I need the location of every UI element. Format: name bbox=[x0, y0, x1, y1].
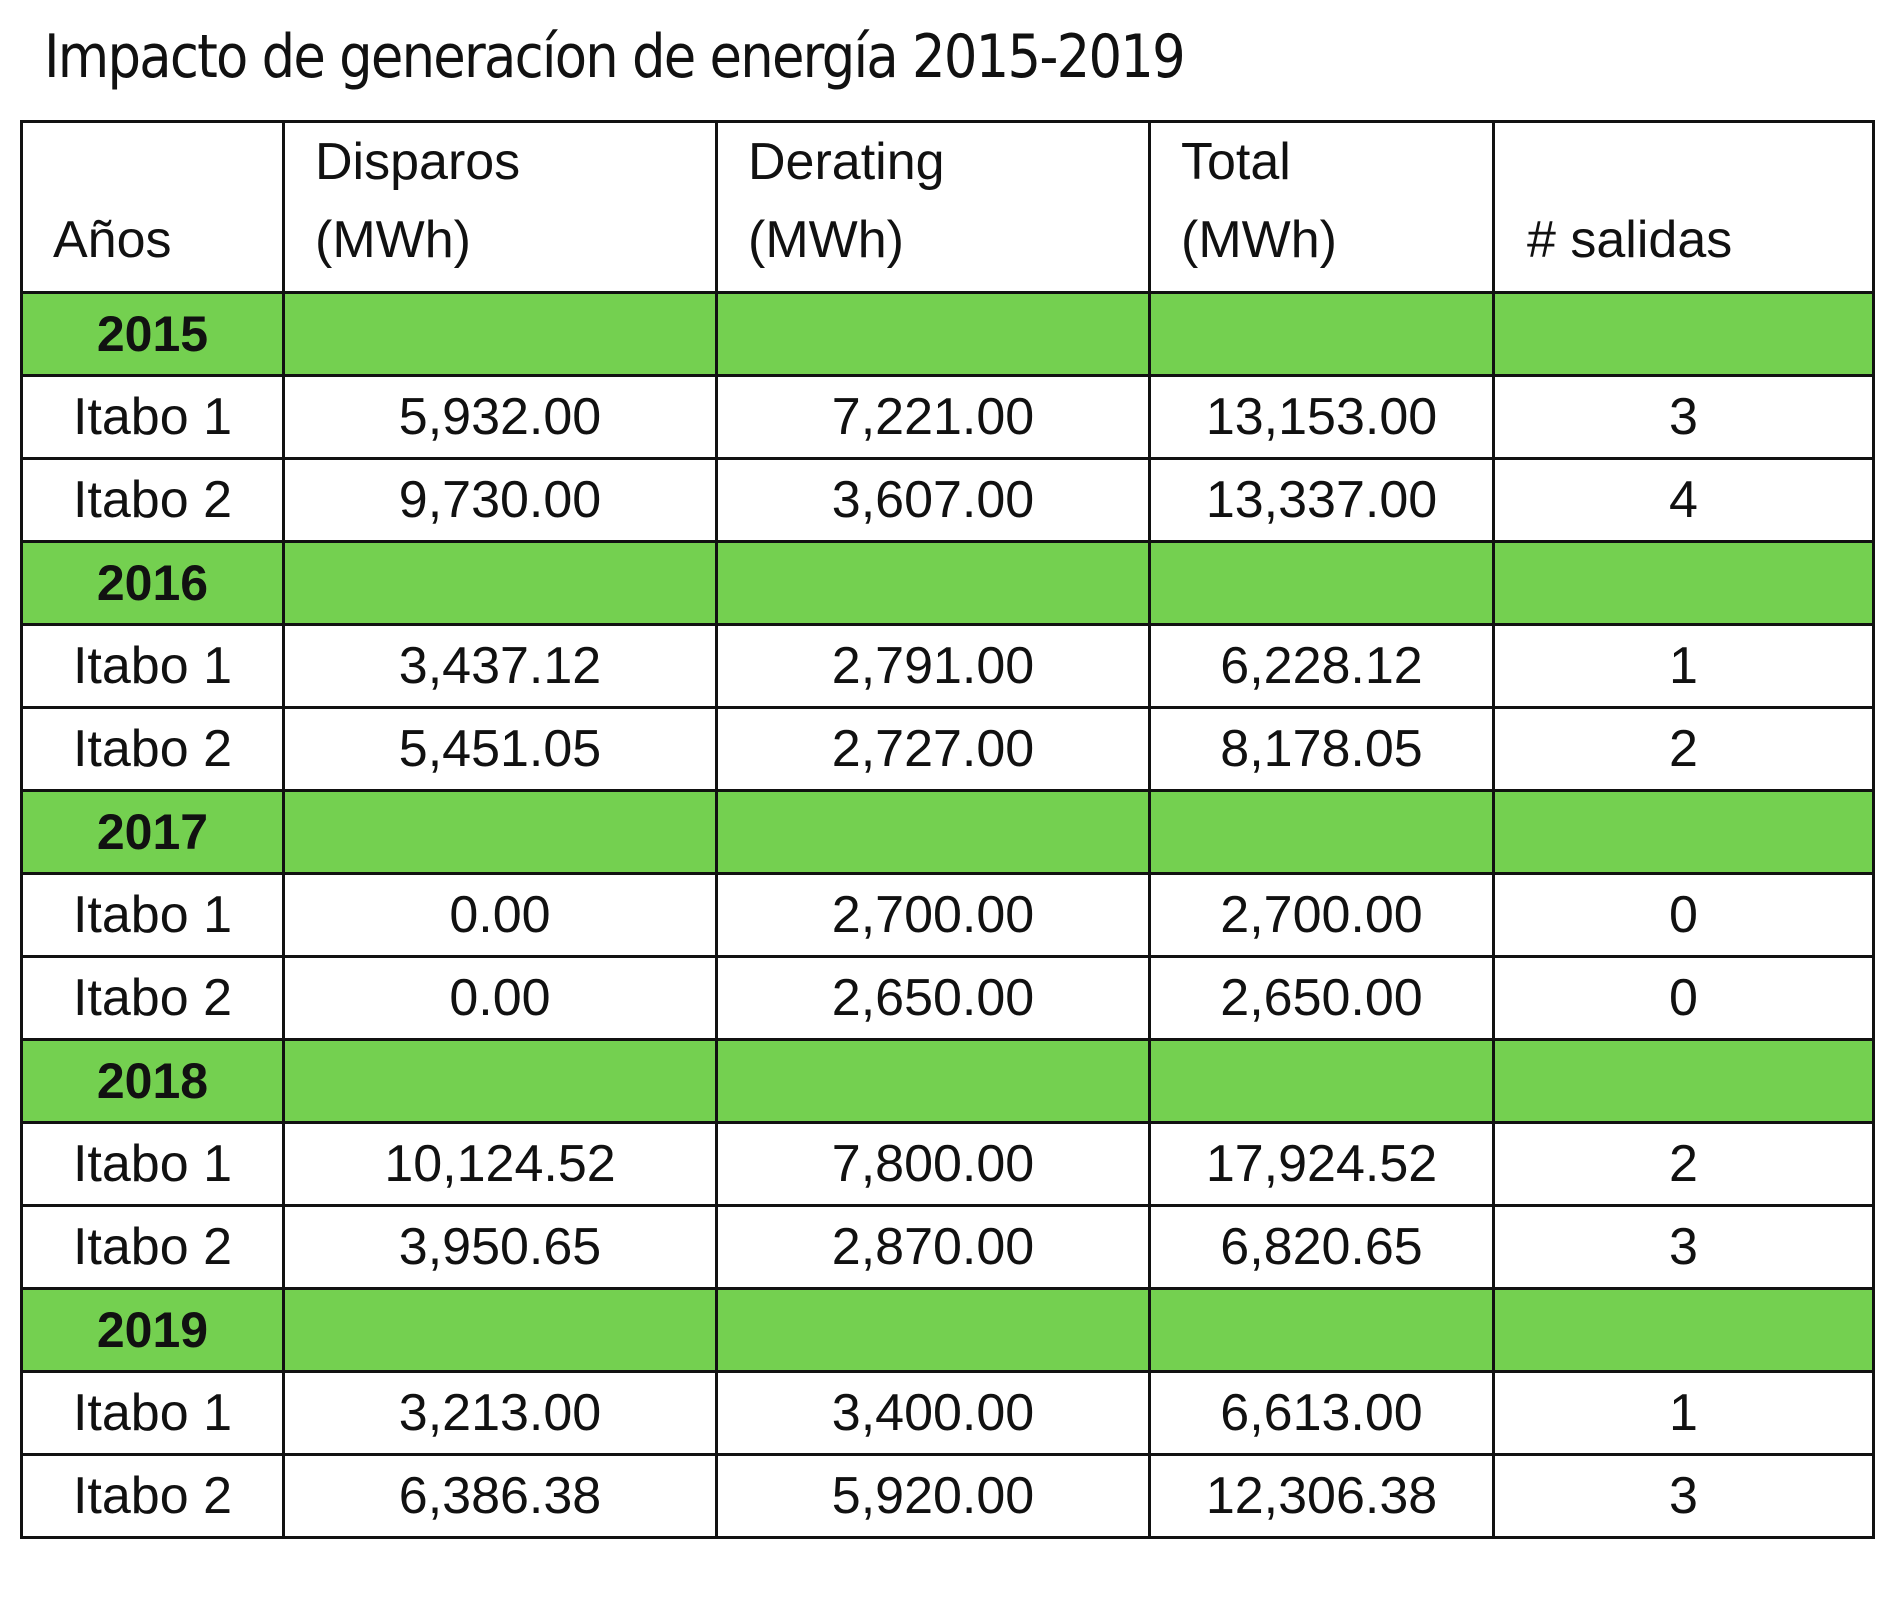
derating-value: 2,727.00 bbox=[715, 706, 1151, 792]
unit-name: Itabo 2 bbox=[20, 955, 285, 1041]
total-value: 13,337.00 bbox=[1148, 457, 1495, 543]
derating-value: 2,700.00 bbox=[715, 872, 1151, 958]
derating-value: 5,920.00 bbox=[715, 1453, 1151, 1539]
salidas-value: 3 bbox=[1492, 374, 1875, 460]
table-row: Itabo 2 5,451.05 2,727.00 8,178.05 2 bbox=[20, 706, 1875, 792]
salidas-value: 0 bbox=[1492, 872, 1875, 958]
disparos-value: 3,437.12 bbox=[282, 623, 718, 709]
disparos-value: 3,950.65 bbox=[282, 1204, 718, 1290]
derating-value: 2,650.00 bbox=[715, 955, 1151, 1041]
energy-impact-table: Años Disparos (MWh) Derating (MWh) Total… bbox=[20, 120, 1875, 1539]
unit-name: Itabo 2 bbox=[20, 1453, 285, 1539]
table-row: Itabo 2 0.00 2,650.00 2,650.00 0 bbox=[20, 955, 1875, 1041]
table-row: Itabo 2 6,386.38 5,920.00 12,306.38 3 bbox=[20, 1453, 1875, 1539]
year-row: 2016 bbox=[20, 540, 1875, 626]
year-row: 2015 bbox=[20, 291, 1875, 377]
salidas-value: 2 bbox=[1492, 706, 1875, 792]
total-value: 2,650.00 bbox=[1148, 955, 1495, 1041]
unit-name: Itabo 2 bbox=[20, 1204, 285, 1290]
disparos-value: 10,124.52 bbox=[282, 1121, 718, 1207]
table-row: Itabo 2 3,950.65 2,870.00 6,820.65 3 bbox=[20, 1204, 1875, 1290]
header-disparos: Disparos (MWh) bbox=[282, 120, 718, 294]
derating-value: 7,800.00 bbox=[715, 1121, 1151, 1207]
derating-value: 2,791.00 bbox=[715, 623, 1151, 709]
salidas-value: 0 bbox=[1492, 955, 1875, 1041]
total-value: 6,613.00 bbox=[1148, 1370, 1495, 1456]
header-years: Años bbox=[20, 120, 285, 294]
salidas-value: 2 bbox=[1492, 1121, 1875, 1207]
total-value: 2,700.00 bbox=[1148, 872, 1495, 958]
salidas-value: 4 bbox=[1492, 457, 1875, 543]
unit-name: Itabo 1 bbox=[20, 872, 285, 958]
year-label: 2018 bbox=[20, 1038, 285, 1124]
unit-name: Itabo 1 bbox=[20, 374, 285, 460]
header-salidas: # salidas bbox=[1492, 120, 1875, 294]
table-row: Itabo 2 9,730.00 3,607.00 13,337.00 4 bbox=[20, 457, 1875, 543]
year-label: 2016 bbox=[20, 540, 285, 626]
year-label: 2017 bbox=[20, 789, 285, 875]
header-total: Total (MWh) bbox=[1148, 120, 1495, 294]
disparos-value: 5,932.00 bbox=[282, 374, 718, 460]
derating-value: 3,607.00 bbox=[715, 457, 1151, 543]
unit-name: Itabo 2 bbox=[20, 457, 285, 543]
total-value: 12,306.38 bbox=[1148, 1453, 1495, 1539]
total-value: 17,924.52 bbox=[1148, 1121, 1495, 1207]
unit-name: Itabo 1 bbox=[20, 623, 285, 709]
year-label: 2015 bbox=[20, 291, 285, 377]
derating-value: 7,221.00 bbox=[715, 374, 1151, 460]
salidas-value: 1 bbox=[1492, 1370, 1875, 1456]
unit-name: Itabo 1 bbox=[20, 1370, 285, 1456]
year-row: 2019 bbox=[20, 1287, 1875, 1373]
year-label: 2019 bbox=[20, 1287, 285, 1373]
table-row: Itabo 1 3,437.12 2,791.00 6,228.12 1 bbox=[20, 623, 1875, 709]
page-title: Impacto de generacíon de energía 2015-20… bbox=[44, 22, 1186, 92]
disparos-value: 5,451.05 bbox=[282, 706, 718, 792]
year-row: 2018 bbox=[20, 1038, 1875, 1124]
salidas-value: 3 bbox=[1492, 1453, 1875, 1539]
total-value: 6,820.65 bbox=[1148, 1204, 1495, 1290]
total-value: 13,153.00 bbox=[1148, 374, 1495, 460]
header-derating: Derating (MWh) bbox=[715, 120, 1151, 294]
table-row: Itabo 1 0.00 2,700.00 2,700.00 0 bbox=[20, 872, 1875, 958]
disparos-value: 6,386.38 bbox=[282, 1453, 718, 1539]
table-row: Itabo 1 5,932.00 7,221.00 13,153.00 3 bbox=[20, 374, 1875, 460]
table-header-row: Años Disparos (MWh) Derating (MWh) Total… bbox=[20, 120, 1875, 294]
salidas-value: 1 bbox=[1492, 623, 1875, 709]
table-row: Itabo 1 10,124.52 7,800.00 17,924.52 2 bbox=[20, 1121, 1875, 1207]
disparos-value: 9,730.00 bbox=[282, 457, 718, 543]
unit-name: Itabo 1 bbox=[20, 1121, 285, 1207]
total-value: 8,178.05 bbox=[1148, 706, 1495, 792]
disparos-value: 0.00 bbox=[282, 872, 718, 958]
total-value: 6,228.12 bbox=[1148, 623, 1495, 709]
salidas-value: 3 bbox=[1492, 1204, 1875, 1290]
derating-value: 2,870.00 bbox=[715, 1204, 1151, 1290]
derating-value: 3,400.00 bbox=[715, 1370, 1151, 1456]
disparos-value: 0.00 bbox=[282, 955, 718, 1041]
unit-name: Itabo 2 bbox=[20, 706, 285, 792]
year-row: 2017 bbox=[20, 789, 1875, 875]
disparos-value: 3,213.00 bbox=[282, 1370, 718, 1456]
table-row: Itabo 1 3,213.00 3,400.00 6,613.00 1 bbox=[20, 1370, 1875, 1456]
